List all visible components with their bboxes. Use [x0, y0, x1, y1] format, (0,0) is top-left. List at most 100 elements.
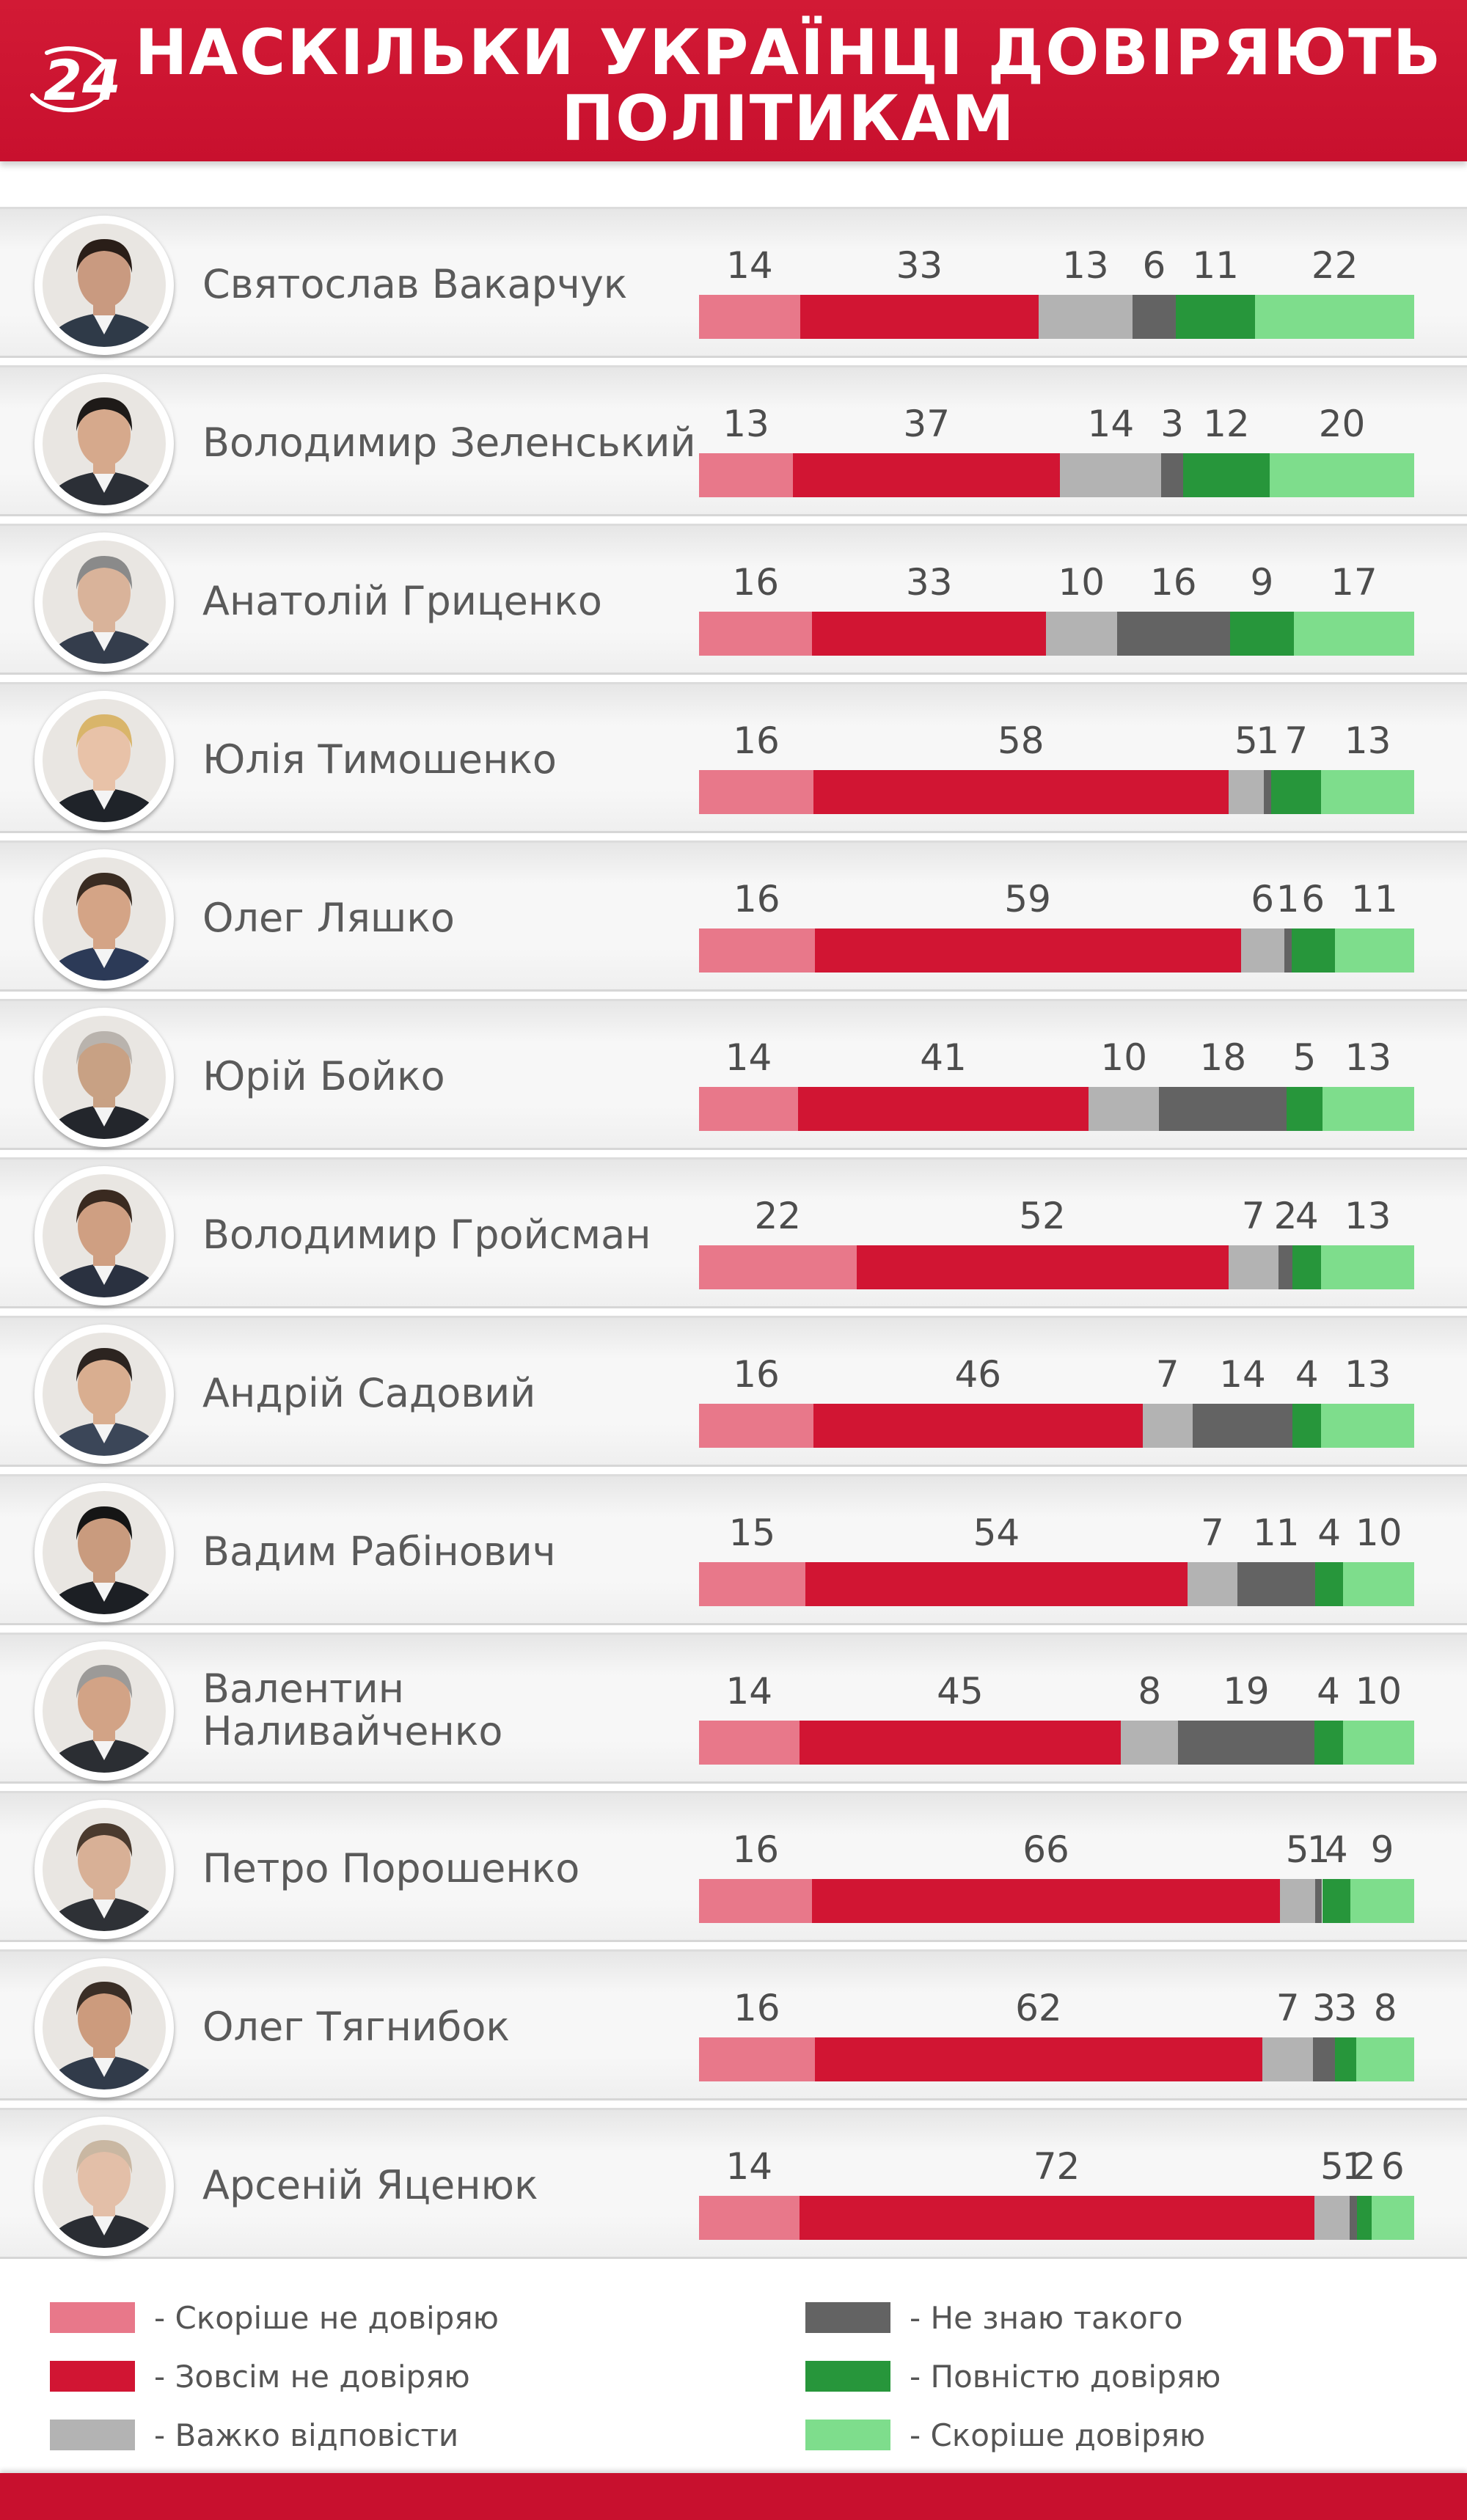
stacked-bar: 15 54 7 11 4 10 [699, 1476, 1433, 1627]
bar-segment [1182, 453, 1270, 497]
person-portrait-icon [40, 379, 169, 508]
bar-segment [699, 1087, 799, 1131]
politician-photo [34, 1166, 174, 1305]
person-portrait-icon [40, 854, 169, 984]
bar-segment [813, 1404, 1143, 1448]
stacked-bar: 16 59 6 1 6 11 [699, 843, 1433, 994]
bar-segment [1291, 928, 1335, 973]
bar-segment [1159, 1087, 1287, 1131]
legend-swatch [805, 2361, 890, 2392]
politician-photo [34, 1800, 174, 1939]
value-label: 14 [725, 1036, 772, 1079]
stacked-bar: 22 52 7 2 4 13 [699, 1160, 1433, 1311]
politician-row: Анатолій Гриценко 16 33 10 16 9 17 [0, 524, 1467, 675]
value-label: 72 [1033, 2145, 1080, 2188]
value-label: 10 [1100, 1036, 1148, 1079]
politician-row: Юлія Тимошенко 16 58 5 1 7 13 [0, 682, 1467, 833]
bar-segment [1038, 295, 1133, 339]
value-label: 4 [1324, 1828, 1348, 1871]
bar-segment [1313, 2037, 1335, 2081]
value-label: 6 [1380, 2145, 1405, 2188]
legend-swatch [805, 2420, 890, 2450]
politician-row: Арсеній Яценюк 14 72 5 1 2 6 [0, 2108, 1467, 2259]
bar-segment [1292, 1245, 1322, 1289]
logo-text: 24 [43, 48, 121, 113]
title-line-1: НАСКІЛЬКИ УКРАЇНЦІ ДОВІРЯЮТЬ [134, 16, 1443, 89]
legend-swatch [50, 2420, 135, 2450]
stacked-bar: 13 37 14 3 12 20 [699, 367, 1433, 519]
stacked-bar: 14 41 10 18 5 13 [699, 1001, 1433, 1152]
value-label: 33 [905, 561, 953, 604]
politician-name: Вадим Рабінович [202, 1528, 556, 1575]
stacked-bar: 16 66 5 1 4 9 [699, 1793, 1433, 1944]
politician-photo [34, 374, 174, 513]
politician-name: Анатолій Гриценко [202, 578, 602, 624]
footer-bar [0, 2473, 1467, 2520]
politician-name: Володимир Гройсман [202, 1212, 651, 1258]
person-portrait-icon [40, 538, 169, 667]
politician-name: Валентин Наливайченко [202, 1666, 503, 1754]
bar-segment [699, 1245, 857, 1289]
value-label: 2 [1273, 1195, 1298, 1237]
value-label: 5 [1285, 1828, 1309, 1871]
politician-row: Олег Тягнибок 16 62 7 3 3 8 [0, 1949, 1467, 2100]
bar-segment [699, 1562, 805, 1606]
value-label: 16 [732, 561, 780, 604]
value-label: 10 [1058, 561, 1105, 604]
politician-photo [34, 1958, 174, 2098]
bar-segment [1278, 1245, 1293, 1289]
value-label: 11 [1351, 878, 1398, 920]
stacked-bar: 16 46 7 14 4 13 [699, 1318, 1433, 1469]
bar-segment [1161, 453, 1183, 497]
bar-segment [1371, 2196, 1414, 2240]
value-label: 14 [1219, 1353, 1266, 1396]
value-label: 37 [903, 403, 951, 445]
value-label: 7 [1155, 1353, 1179, 1396]
politician-photo [34, 1641, 174, 1781]
stacked-bar: 16 62 7 3 3 8 [699, 1952, 1433, 2103]
person-portrait-icon [40, 221, 169, 350]
bar-segment [812, 1879, 1280, 1923]
bar-segment [1088, 1087, 1160, 1131]
person-portrait-icon [40, 1963, 169, 2092]
legend-item: - Важко відповісти [50, 2417, 458, 2453]
value-label: 54 [973, 1512, 1020, 1554]
value-label: 58 [997, 719, 1045, 762]
bar-segment [800, 295, 1039, 339]
politician-photo [34, 849, 174, 989]
person-portrait-icon [40, 1805, 169, 1934]
politician-row: Володимир Зеленський 13 37 14 3 12 20 [0, 365, 1467, 516]
value-label: 5 [1234, 719, 1258, 762]
politician-name: Петро Порошенко [202, 1845, 580, 1891]
bar-segment [1255, 295, 1414, 339]
bar-segment [799, 2196, 1314, 2240]
value-label: 7 [1241, 1195, 1265, 1237]
value-label: 5 [1292, 1036, 1317, 1079]
bar-segment [699, 612, 813, 656]
value-label: 9 [1370, 1828, 1394, 1871]
value-label: 3 [1334, 1987, 1358, 2029]
bar-segment [1142, 1404, 1193, 1448]
politician-row: Вадим Рабінович 15 54 7 11 4 10 [0, 1474, 1467, 1625]
bar-segment [1314, 2196, 1350, 2240]
person-portrait-icon [40, 696, 169, 825]
value-label: 15 [728, 1512, 776, 1554]
politician-row: Володимир Гройсман 22 52 7 2 4 13 [0, 1157, 1467, 1308]
value-label: 13 [1344, 719, 1391, 762]
stacked-bar: 16 33 10 16 9 17 [699, 526, 1433, 677]
value-label: 12 [1203, 403, 1250, 445]
bar-segment [1228, 1245, 1278, 1289]
value-label: 16 [733, 878, 780, 920]
header-banner: 24 НАСКІЛЬКИ УКРАЇНЦІ ДОВІРЯЮТЬ ПОЛІТИКА… [0, 0, 1467, 161]
legend-label: - Зовсім не довіряю [154, 2358, 470, 2395]
value-label: 22 [1311, 244, 1358, 287]
bar-segment [1264, 770, 1271, 814]
bar-segment [856, 1245, 1229, 1289]
bar-segment [1322, 1879, 1351, 1923]
legend-label: - Скоріше не довіряю [154, 2299, 499, 2336]
bar-segment [1321, 1404, 1414, 1448]
politician-row: Юрій Бойко 14 41 10 18 5 13 [0, 999, 1467, 1150]
person-portrait-icon [40, 1330, 169, 1459]
politician-name: Олег Ляшко [202, 895, 455, 941]
bar-segment [1322, 1087, 1414, 1131]
